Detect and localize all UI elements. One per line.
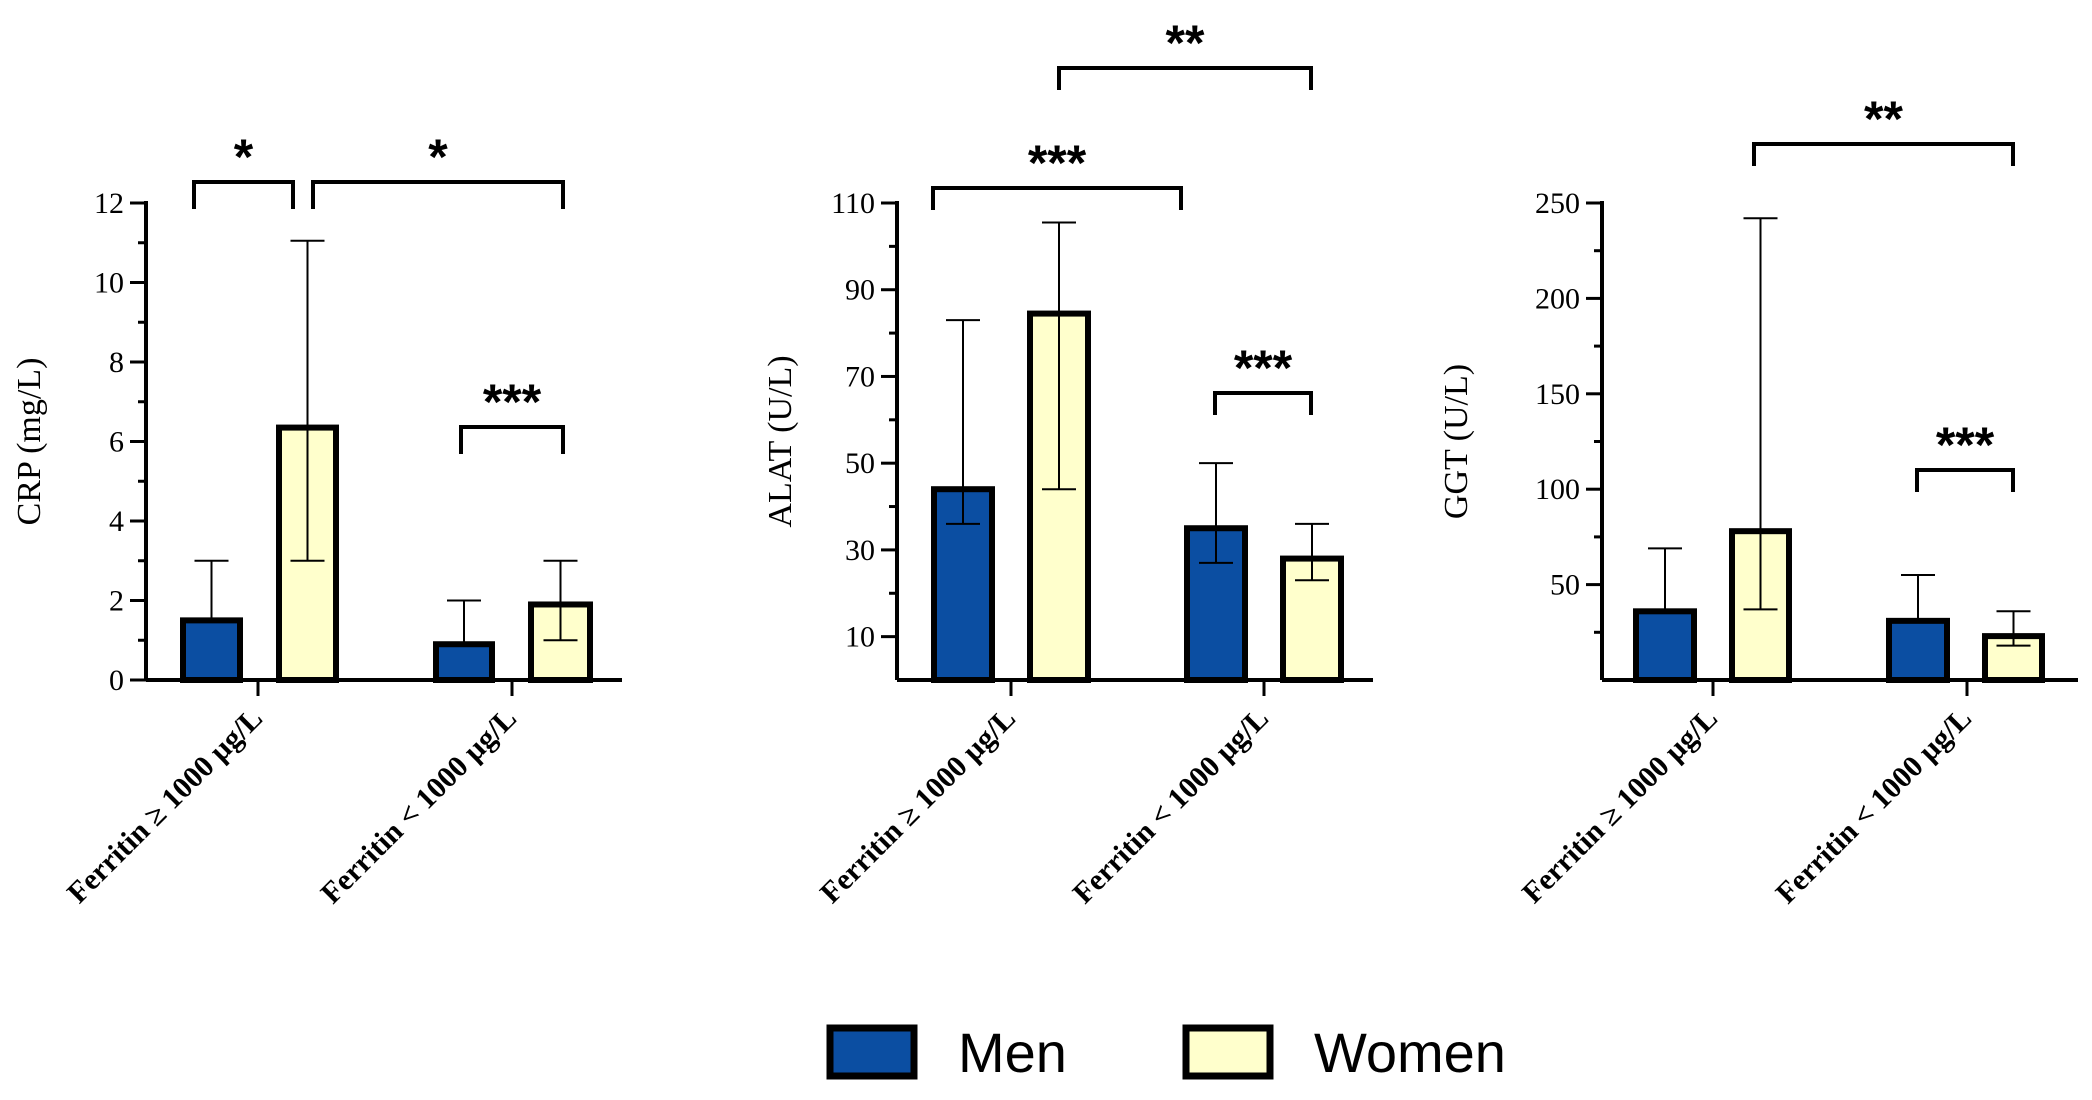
significance-bracket — [192, 180, 295, 209]
y-axis-label: CRP (mg/L) — [11, 358, 48, 526]
legend: Men Women — [826, 1021, 1506, 1084]
legend-swatch-women — [1182, 1024, 1274, 1080]
significance-label: * — [428, 129, 448, 185]
y-tick-label: 90 — [845, 274, 875, 307]
y-tick-label: 8 — [109, 346, 124, 379]
y-tick-label: 12 — [94, 187, 124, 220]
y-tick-label: 10 — [845, 621, 875, 654]
chart-panel-3: 50 100 150 200 250 GGT (U/L) Ferritin ≥ 1000 µ… — [1438, 91, 2078, 910]
significance-bracket — [931, 186, 1183, 210]
y-tick-label: 0 — [109, 664, 124, 697]
significance-bracket — [1752, 142, 2015, 166]
bar-men-2 — [1886, 617, 1950, 683]
bar-men-1 — [180, 617, 243, 683]
significance-label: *** — [1234, 340, 1293, 396]
y-tick-label: 110 — [831, 187, 875, 220]
significance-label: *** — [1936, 417, 1995, 473]
y-tick-label: 70 — [845, 360, 875, 393]
significance-bracket — [459, 425, 565, 454]
x-category-label: Ferritin ≥ 1000 µg/L — [61, 702, 269, 910]
legend-label-men: Men — [958, 1021, 1067, 1084]
x-category-label: Ferritin < 1000 µg/L — [314, 702, 522, 910]
y-tick-label: 50 — [1550, 569, 1580, 602]
y-tick-label: 200 — [1535, 282, 1580, 315]
significance-label: *** — [483, 374, 542, 430]
y-tick-label: 150 — [1535, 378, 1580, 411]
significance-bracket — [1057, 66, 1313, 90]
y-axis-label: ALAT (U/L) — [762, 355, 799, 527]
legend-label-women: Women — [1314, 1021, 1506, 1084]
significance-label: ** — [1166, 15, 1205, 71]
significance-label: *** — [1028, 135, 1087, 191]
y-tick-label: 30 — [845, 534, 875, 567]
y-tick-label: 4 — [109, 505, 124, 538]
significance-label: ** — [1864, 91, 1903, 147]
chart-panel-2: 10 30 50 70 90 110 ALAT (U/L) Ferritin ≥ 1000 µ… — [762, 15, 1373, 910]
bar-men-1 — [1633, 608, 1697, 684]
x-category-label: Ferritin < 1000 µg/L — [1066, 702, 1274, 910]
bar-men-2 — [433, 641, 495, 683]
significance-bracket — [1213, 391, 1313, 415]
y-tick-label: 10 — [94, 267, 124, 300]
x-category-label: Ferritin < 1000 µg/L — [1769, 702, 1977, 910]
y-tick-label: 100 — [1535, 473, 1580, 506]
y-tick-label: 50 — [845, 447, 875, 480]
y-axis-label: GGT (U/L) — [1438, 364, 1475, 519]
y-tick-label: 6 — [109, 426, 124, 459]
significance-label: * — [234, 129, 254, 185]
significance-bracket — [311, 180, 565, 209]
y-tick-label: 250 — [1535, 187, 1580, 220]
chart-panel-1: 0 2 4 6 8 10 12 CRP (mg/L) Ferritin ≥ 1000 µg/L F… — [11, 129, 622, 910]
x-category-label: Ferritin ≥ 1000 µg/L — [1516, 702, 1724, 910]
x-category-label: Ferritin ≥ 1000 µg/L — [814, 702, 1022, 910]
legend-swatch-men — [826, 1024, 918, 1080]
significance-bracket — [1915, 468, 2015, 492]
y-tick-label: 2 — [109, 585, 124, 618]
